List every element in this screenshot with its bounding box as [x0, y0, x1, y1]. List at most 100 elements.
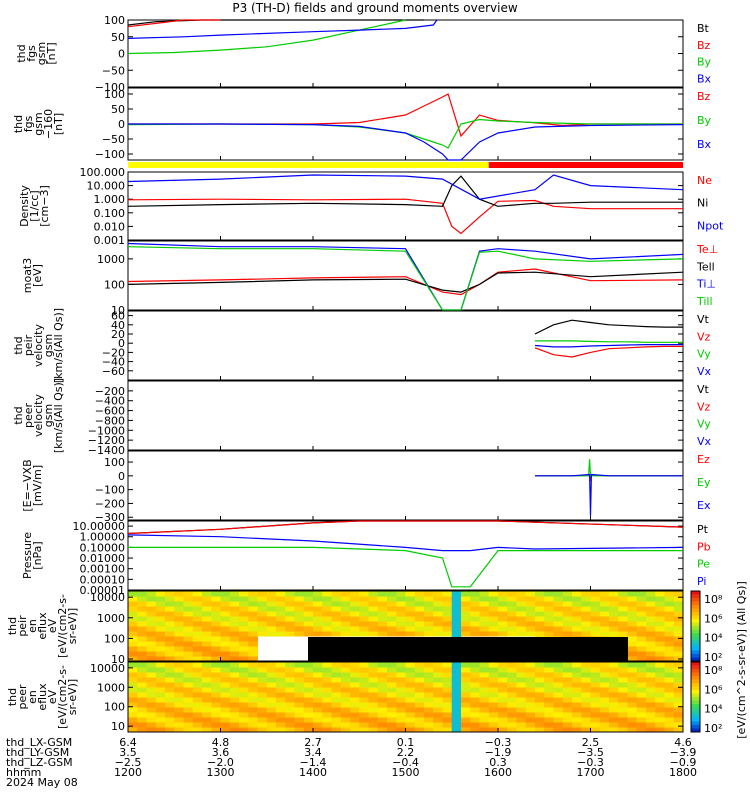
- heatmap-cell: [646, 667, 656, 673]
- heatmap-cell: [488, 682, 499, 688]
- y-tick-label: 10.00000: [73, 520, 126, 533]
- heatmap-cell: [174, 596, 184, 602]
- heatmap-cell: [220, 651, 231, 657]
- heatmap-cell: [673, 606, 684, 612]
- heatmap-cell: [239, 662, 249, 668]
- heatmap-cell: [553, 591, 564, 597]
- heatmap-cell: [322, 616, 332, 622]
- heatmap-cell: [220, 631, 231, 637]
- heatmap-cell: [424, 667, 434, 673]
- heatmap-cell: [442, 621, 453, 627]
- heatmap-cell: [451, 616, 462, 622]
- legend-Npot: Npot: [697, 219, 724, 232]
- y-tick-label: 0: [118, 118, 125, 131]
- heatmap-cell: [146, 606, 157, 612]
- heatmap-cell: [165, 697, 175, 703]
- heatmap-cell: [350, 662, 360, 668]
- heatmap-cell: [303, 712, 314, 718]
- heatmap-cell: [664, 727, 675, 733]
- panel-peir-en-eflux: [127, 590, 684, 662]
- y-tick-label: −1400: [88, 444, 125, 457]
- heatmap-cell: [581, 722, 591, 728]
- heatmap-cell: [627, 697, 638, 703]
- heatmap-cell: [405, 682, 416, 688]
- y-tick-label: 10: [111, 720, 125, 733]
- heatmap-cell: [359, 687, 369, 693]
- heatmap-cell: [128, 591, 138, 597]
- heatmap-cell: [266, 626, 277, 632]
- heatmap-cell: [627, 656, 638, 662]
- heatmap-cell: [488, 692, 499, 698]
- heatmap-cell: [599, 682, 610, 688]
- heatmap-cell: [433, 621, 443, 627]
- heatmap-cell: [396, 591, 406, 597]
- heatmap-cell: [498, 662, 508, 668]
- heatmap-cell: [192, 717, 203, 723]
- heatmap-cell: [387, 717, 397, 723]
- heatmap-cell: [350, 591, 360, 597]
- heatmap-cell: [405, 596, 416, 602]
- heatmap-cell: [461, 672, 471, 678]
- colorbar-cell: [691, 605, 700, 609]
- heatmap-cell: [248, 621, 258, 627]
- heatmap-cell: [239, 717, 249, 723]
- heatmap-cell: [507, 727, 517, 733]
- heatmap-cell: [525, 692, 536, 698]
- heatmap-cell: [368, 687, 379, 693]
- heatmap-cell: [655, 672, 665, 678]
- heatmap-cell: [461, 682, 471, 688]
- heatmap-cell: [664, 616, 675, 622]
- heatmap-cell: [673, 722, 684, 728]
- series-line-Vy: [535, 340, 683, 343]
- heatmap-cell: [516, 611, 527, 617]
- heatmap-cell: [276, 662, 286, 668]
- heatmap-cell: [664, 667, 675, 673]
- heatmap-cell: [673, 672, 684, 678]
- heatmap-cell: [636, 707, 647, 713]
- heatmap-cell: [313, 596, 323, 602]
- heatmap-cell: [590, 697, 601, 703]
- y-tick-label: 1000: [97, 681, 125, 694]
- colorbar-tick-label: 10⁶: [704, 612, 723, 625]
- heatmap-cell: [285, 692, 295, 698]
- heatmap-cell: [155, 601, 166, 607]
- heatmap-cell: [377, 717, 388, 723]
- heatmap-cell: [257, 606, 268, 612]
- heatmap-cell: [572, 677, 582, 683]
- heatmap-cell: [433, 682, 443, 688]
- heatmap-cell: [488, 702, 499, 708]
- colorbar-cell: [691, 626, 700, 630]
- heatmap-cell: [211, 641, 221, 647]
- heatmap-cell: [183, 677, 194, 683]
- heatmap-cell: [183, 717, 194, 723]
- heatmap-cell: [174, 727, 184, 733]
- heatmap-cell: [285, 631, 295, 637]
- heatmap-cell: [525, 606, 536, 612]
- heatmap-cell: [183, 722, 194, 728]
- heatmap-cell: [525, 611, 536, 617]
- heatmap-cell: [405, 621, 416, 627]
- colorbar-cell: [691, 669, 700, 673]
- heatmap-cell: [590, 621, 601, 627]
- y-axis-label: gsm: [35, 42, 48, 65]
- heatmap-cell: [128, 702, 138, 708]
- heatmap-cell: [627, 702, 638, 708]
- y-axis-label: [eV]: [31, 264, 44, 287]
- heatmap-cell: [479, 687, 490, 693]
- y-axis-label: [cm−3]: [38, 185, 51, 227]
- heatmap-cell: [442, 717, 453, 723]
- heatmap-cell: [461, 697, 471, 703]
- heatmap-cell: [248, 697, 258, 703]
- heatmap-cell: [368, 621, 379, 627]
- heatmap-cell: [479, 606, 490, 612]
- colorbar-cell: [691, 643, 700, 648]
- heatmap-cell: [276, 621, 286, 627]
- heatmap-cell: [276, 616, 286, 622]
- heatmap-cell: [655, 667, 665, 673]
- heatmap-cell: [377, 672, 388, 678]
- heatmap-cell: [581, 611, 591, 617]
- colorbar-cell: [691, 640, 700, 644]
- heatmap-cell: [581, 697, 591, 703]
- heatmap-cell: [646, 596, 656, 602]
- heatmap-cell: [507, 702, 517, 708]
